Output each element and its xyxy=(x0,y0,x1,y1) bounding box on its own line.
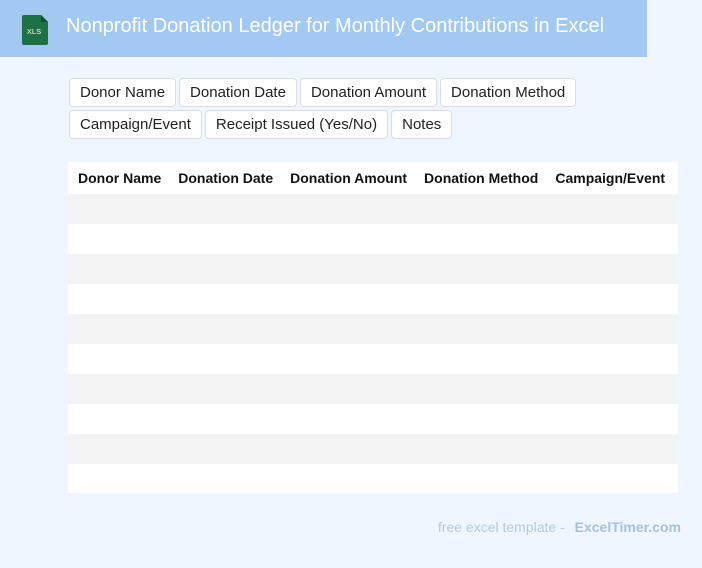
table-cell[interactable] xyxy=(414,254,546,284)
table-row xyxy=(68,344,678,374)
field-chip-row: Donor Name Donation Date Donation Amount Do… xyxy=(69,78,689,107)
table-cell[interactable] xyxy=(414,434,546,464)
table-cell[interactable] xyxy=(545,404,673,434)
table-cell[interactable] xyxy=(280,254,415,284)
table-body xyxy=(68,194,678,493)
table-cell[interactable] xyxy=(68,374,169,404)
table-cell[interactable] xyxy=(672,434,678,464)
field-chip[interactable]: Donation Date xyxy=(179,78,297,107)
table-cell[interactable] xyxy=(280,314,415,344)
table-cell[interactable] xyxy=(68,254,169,284)
column-header: Donation Method xyxy=(414,162,546,194)
table-cell[interactable] xyxy=(672,344,678,374)
column-header: Donor Name xyxy=(68,162,169,194)
table-cell[interactable] xyxy=(280,284,415,314)
table-cell[interactable] xyxy=(280,434,415,464)
table-cell[interactable] xyxy=(672,314,678,344)
table-cell[interactable] xyxy=(68,434,169,464)
table-row xyxy=(68,464,678,493)
field-chip[interactable]: Campaign/Event xyxy=(69,110,202,139)
table-cell[interactable] xyxy=(545,434,673,464)
column-header: Donation Amount xyxy=(280,162,415,194)
field-chip[interactable]: Donation Amount xyxy=(299,78,438,107)
table-cell[interactable] xyxy=(168,314,281,344)
excel-file-icon: XLS xyxy=(22,15,48,45)
table-cell[interactable] xyxy=(672,404,678,434)
table-cell[interactable] xyxy=(672,254,678,284)
table-cell[interactable] xyxy=(414,194,546,224)
table-cell[interactable] xyxy=(68,194,169,224)
excel-icon-label: XLS xyxy=(27,27,41,36)
table-cell[interactable] xyxy=(168,404,281,434)
ledger-table: Donor Name Donation Date Donation Amount Do… xyxy=(68,162,678,493)
table-cell[interactable] xyxy=(68,404,169,434)
table-row xyxy=(68,314,678,344)
table-cell[interactable] xyxy=(168,464,281,493)
table-row xyxy=(68,434,678,464)
footer-prefix: free excel template - xyxy=(437,519,565,535)
table-cell[interactable] xyxy=(68,284,169,314)
table-cell[interactable] xyxy=(280,344,415,374)
table-cell[interactable] xyxy=(672,464,678,493)
table-cell[interactable] xyxy=(414,404,546,434)
table-cell[interactable] xyxy=(414,284,546,314)
table-cell[interactable] xyxy=(168,254,281,284)
table-cell[interactable] xyxy=(280,194,415,224)
table-row xyxy=(68,254,678,284)
table-cell[interactable] xyxy=(68,344,169,374)
column-header: Receipt Issued (Yes/No) xyxy=(672,162,678,194)
table-cell[interactable] xyxy=(414,344,546,374)
column-header: Donation Date xyxy=(168,162,281,194)
footer-credit: free excel template - ExcelTimer.com xyxy=(438,519,681,535)
table-cell[interactable] xyxy=(168,374,281,404)
table-row xyxy=(68,404,678,434)
table-cell[interactable] xyxy=(545,254,673,284)
table-cell[interactable] xyxy=(68,314,169,344)
table-cell[interactable] xyxy=(545,314,673,344)
field-chip-list: Donor Name Donation Date Donation Amount Do… xyxy=(69,78,689,142)
table-cell[interactable] xyxy=(414,314,546,344)
table-cell[interactable] xyxy=(545,464,673,493)
table-cell[interactable] xyxy=(280,464,415,493)
table-header-row: Donor Name Donation Date Donation Amount Do… xyxy=(68,162,678,194)
table-cell[interactable] xyxy=(168,224,281,254)
table-cell[interactable] xyxy=(672,224,678,254)
table-cell[interactable] xyxy=(280,224,415,254)
table-cell[interactable] xyxy=(168,194,281,224)
table-cell[interactable] xyxy=(672,284,678,314)
title-bar: XLS Nonprofit Donation Ledger for Monthl… xyxy=(0,0,647,57)
field-chip[interactable]: Notes xyxy=(391,110,453,139)
table-cell[interactable] xyxy=(414,374,546,404)
column-header: Campaign/Event xyxy=(545,162,673,194)
footer-brand-link[interactable]: ExcelTimer.com xyxy=(574,519,681,535)
table-cell[interactable] xyxy=(280,404,415,434)
field-chip[interactable]: Donor Name xyxy=(69,78,177,107)
table-cell[interactable] xyxy=(168,344,281,374)
table-row xyxy=(68,374,678,404)
page-title: Nonprofit Donation Ledger for Monthly Co… xyxy=(66,15,605,37)
table-cell[interactable] xyxy=(545,374,673,404)
ledger-table-container[interactable]: Donor Name Donation Date Donation Amount Do… xyxy=(68,162,678,493)
table-cell[interactable] xyxy=(414,464,546,493)
field-chip[interactable]: Donation Method xyxy=(440,78,577,107)
table-cell[interactable] xyxy=(168,434,281,464)
table-row xyxy=(68,194,678,224)
table-cell[interactable] xyxy=(545,284,673,314)
table-row xyxy=(68,224,678,254)
table-cell[interactable] xyxy=(68,224,169,254)
table-cell[interactable] xyxy=(280,374,415,404)
table-cell[interactable] xyxy=(672,374,678,404)
table-cell[interactable] xyxy=(545,344,673,374)
table-cell[interactable] xyxy=(168,284,281,314)
table-cell[interactable] xyxy=(545,224,673,254)
field-chip-row: Campaign/Event Receipt Issued (Yes/No) Not… xyxy=(69,110,689,139)
field-chip[interactable]: Receipt Issued (Yes/No) xyxy=(204,110,389,139)
table-cell[interactable] xyxy=(68,464,169,493)
table-row xyxy=(68,284,678,314)
table-cell[interactable] xyxy=(414,224,546,254)
table-cell[interactable] xyxy=(545,194,673,224)
table-cell[interactable] xyxy=(672,194,678,224)
